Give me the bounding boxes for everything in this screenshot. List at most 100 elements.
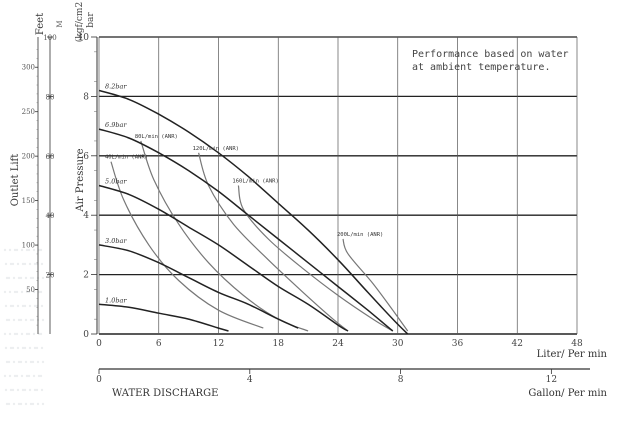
air-flow-curve-4: [342, 238, 409, 332]
pressure-curve-label-0: 8.2bar: [105, 82, 127, 90]
background-dot: [31, 318, 35, 322]
feet-tick-label: 150: [22, 197, 35, 205]
background-dot: [21, 388, 25, 392]
background-dot: [40, 388, 44, 392]
background-dot: [40, 346, 44, 350]
background-dot: [8, 332, 12, 336]
background-dot: [23, 262, 27, 266]
background-dot: [29, 276, 33, 280]
background-dot: [13, 248, 17, 252]
background-dot: [32, 290, 36, 294]
performance-note-line2: at ambient temperature.: [412, 62, 550, 73]
background-dot: [21, 346, 25, 350]
background-dot: [40, 304, 44, 308]
background-dot: [41, 402, 45, 406]
background-dot: [20, 248, 24, 252]
pressure-tick-label: 8: [83, 92, 89, 102]
liter-tick-label: 12: [213, 339, 224, 349]
background-dot: [29, 318, 33, 322]
background-dot: [17, 360, 21, 364]
background-dot: [8, 248, 12, 252]
background-dot: [39, 248, 43, 252]
air-flow-curve-3: [237, 185, 394, 332]
background-dot: [5, 318, 9, 322]
background-dot: [7, 318, 11, 322]
background-dot: [4, 346, 8, 350]
background-dot: [31, 276, 35, 280]
background-dot: [17, 318, 21, 322]
m-label: M: [56, 20, 64, 27]
background-dot: [33, 304, 37, 308]
background-dot: [11, 304, 15, 308]
background-dot: [12, 360, 16, 364]
pressure-curve-label-2: 5.0bar: [105, 178, 127, 186]
background-dot: [19, 402, 23, 406]
pressure-curve-2: [98, 184, 349, 332]
background-dot: [16, 262, 20, 266]
feet-label: Feet: [35, 13, 46, 35]
pressure-curve-3: [98, 244, 299, 329]
air-flow-curve-2: [198, 152, 349, 332]
background-dot: [23, 304, 27, 308]
background-dot: [39, 332, 43, 336]
background-dot: [19, 360, 23, 364]
air-flow-label-4: 200L/min (ANR): [337, 232, 383, 238]
background-dot: [4, 388, 8, 392]
liter-tick-label: 0: [96, 339, 102, 349]
background-dot: [11, 262, 15, 266]
pressure-tick-label: 4: [83, 211, 89, 221]
background-dot: [33, 388, 37, 392]
liter-tick-label: 42: [512, 339, 523, 349]
bar-label: bar: [86, 12, 96, 28]
background-dot: [36, 360, 40, 364]
background-dot: [21, 262, 25, 266]
air-flow-label-1: 80L/min (ANR): [135, 134, 178, 140]
performance-note-line1: Performance based on water: [412, 49, 569, 60]
background-dot: [39, 290, 43, 294]
background-dot: [23, 346, 27, 350]
pressure-curve-0: [98, 89, 409, 335]
liter-axis-label: Liter/ Per min: [537, 349, 608, 360]
background-dot: [25, 248, 29, 252]
background-dot: [13, 374, 17, 378]
pressure-curve-1: [98, 128, 394, 332]
background-dot: [27, 290, 31, 294]
background-dot: [35, 388, 39, 392]
background-dot: [32, 374, 36, 378]
background-dot: [3, 374, 7, 378]
background-dot: [19, 276, 23, 280]
background-dot: [15, 290, 19, 294]
liter-tick-label: 36: [452, 339, 464, 349]
background-dot: [11, 346, 15, 350]
background-dot: [5, 276, 9, 280]
liter-tick-label: 30: [392, 339, 404, 349]
kgf-label: (kgf/cm2: [74, 2, 85, 42]
liter-tick-label: 48: [571, 339, 583, 349]
air-flow-label-0: 40L/min (ANR): [105, 155, 148, 161]
background-dot: [28, 346, 32, 350]
pressure-curve-label-1: 6.9bar: [105, 121, 127, 129]
background-dot: [27, 374, 31, 378]
background-dot: [9, 304, 13, 308]
liter-tick-label: 24: [332, 339, 344, 349]
background-dot: [28, 304, 32, 308]
background-dot: [3, 290, 7, 294]
pressure-curve-label-3: 3.0bar: [105, 237, 127, 245]
background-dot: [36, 402, 40, 406]
background-dot: [25, 290, 29, 294]
background-dot: [15, 374, 19, 378]
background-dot: [28, 388, 32, 392]
feet-tick-label: 100: [22, 242, 35, 250]
background-dot: [16, 388, 20, 392]
background-dot: [12, 402, 16, 406]
feet-tick-label: 300: [22, 64, 35, 72]
pressure-curve-label-4: 1.0bar: [105, 296, 127, 304]
background-dot: [20, 332, 24, 336]
feet-tick-label: 250: [22, 108, 35, 116]
pressure-tick-label: 10: [78, 33, 90, 43]
background-dot: [20, 290, 24, 294]
background-dot: [4, 304, 8, 308]
air-pressure-label: Air Pressure: [75, 148, 86, 212]
